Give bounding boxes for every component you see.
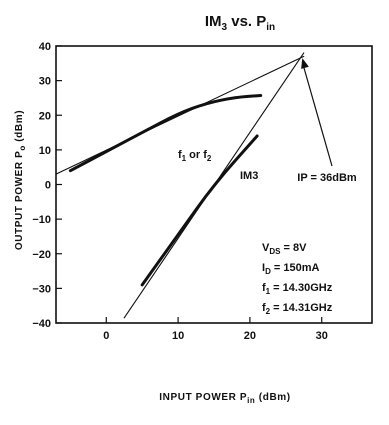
- y-tick-label: 10: [39, 145, 51, 157]
- x-tick-label: 10: [172, 330, 184, 342]
- y-tick-label: 40: [39, 41, 51, 53]
- y-axis-ticks: 40 30 20 10 0 −10 −20 −30 −40: [32, 41, 62, 330]
- intercept-point-label: IP = 36dBm: [297, 172, 357, 184]
- y-tick-label: 20: [39, 110, 51, 122]
- series-layer: [55, 52, 305, 319]
- chart-title: IM3 vs. Pin: [205, 13, 275, 33]
- x-tick-label: 30: [316, 330, 328, 342]
- y-tick-label: −30: [32, 283, 51, 295]
- x-tick-label: 20: [244, 330, 256, 342]
- y-tick-label: −40: [32, 318, 51, 330]
- intercept-arrow-shaft: [301, 61, 333, 167]
- extrapolation-line-2: [55, 55, 305, 175]
- y-tick-label: 0: [45, 180, 51, 192]
- condition-line: f2 = 14.31GHz: [262, 302, 333, 316]
- y-tick-label: 30: [39, 76, 51, 88]
- condition-line: f1 = 14.30GHz: [262, 282, 333, 296]
- y-axis-label: OUTPUT POWER Po (dBm): [14, 110, 27, 250]
- y-tick-label: −10: [32, 214, 51, 226]
- fundamental-output-line: [68, 94, 263, 173]
- condition-line: VDS = 8V: [262, 242, 307, 256]
- intercept-arrow: [301, 58, 333, 167]
- im3-series-label: IM3: [240, 170, 258, 182]
- intercept-arrow-head: [301, 58, 309, 69]
- im3-output-line: [140, 134, 259, 287]
- x-axis-ticks: 0 10 20 30: [103, 317, 328, 342]
- extrapolation-line-3: [123, 52, 305, 319]
- y-tick-label: −20: [32, 249, 51, 261]
- condition-line: ID = 150mA: [262, 262, 320, 276]
- bias-conditions: VDS = 8V ID = 150mA f1 = 14.30GHz f2 = 14.3…: [262, 242, 333, 316]
- x-axis-label: INPUT POWER Pin (dBm): [159, 392, 290, 405]
- x-tick-label: 0: [103, 330, 109, 342]
- fundamental-series-label: f1 or f2: [178, 149, 212, 163]
